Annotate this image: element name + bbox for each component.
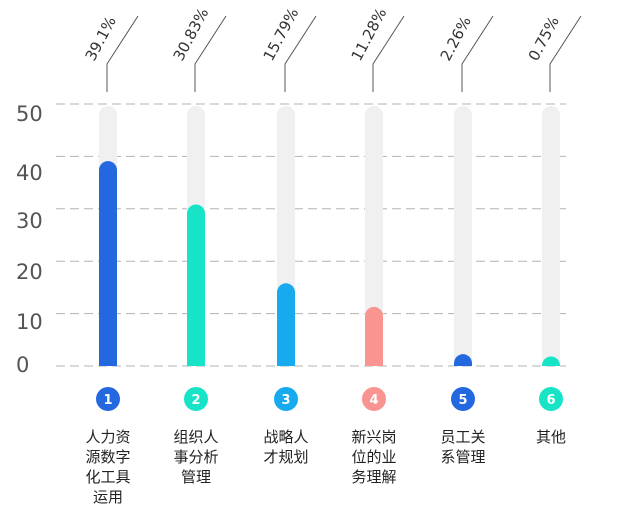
value-labels: 39.1% 30.83% 15.79% 11.28% 2.26% 0.75%: [82, 5, 582, 92]
category-label: 才规划: [263, 448, 308, 466]
bar: [365, 306, 383, 366]
value-label: 39.1%: [82, 13, 120, 64]
y-tick-label: 40: [16, 161, 43, 185]
category-badge-number: 3: [281, 393, 290, 408]
category-badge-number: 1: [103, 393, 112, 408]
category-label: 员工关: [440, 428, 485, 446]
y-tick-label: 0: [16, 353, 29, 377]
leader-line: [106, 15, 139, 92]
gridlines: [56, 103, 566, 367]
category-badge: [96, 387, 120, 411]
category-badge-number: 6: [546, 393, 555, 408]
category-label: 系管理: [440, 448, 485, 466]
category-label: 战略人: [263, 428, 308, 446]
category-label: 运用: [93, 488, 123, 506]
category-label: 源数字: [85, 448, 130, 466]
bars: [99, 106, 560, 366]
leader-line: [194, 15, 227, 92]
category-label: 事分析: [173, 448, 218, 466]
bar: [187, 204, 205, 366]
y-tick-label: 10: [16, 310, 43, 334]
category-label: 管理: [181, 468, 211, 486]
category-badge: [362, 387, 386, 411]
category-badge-number: 2: [191, 393, 200, 408]
category-badge: [451, 387, 475, 411]
bar: [542, 356, 560, 366]
category-badge: [539, 387, 563, 411]
bar: [454, 354, 472, 366]
category-label: 务理解: [351, 468, 396, 486]
leader-line: [461, 15, 494, 92]
category-label: 组织人: [173, 428, 218, 446]
category-badge: [184, 387, 208, 411]
value-label: 2.26%: [437, 13, 475, 64]
leader-line: [549, 15, 582, 92]
y-tick-label: 20: [16, 260, 43, 284]
category-badge-number: 5: [458, 393, 467, 408]
category-label: 化工具: [85, 468, 130, 486]
leader-line: [284, 15, 317, 92]
bar-track: [542, 106, 560, 366]
value-label: 11.28%: [348, 5, 391, 64]
bar: [99, 161, 117, 366]
y-axis-ticks: 0 10 20 30 40 50: [16, 102, 43, 377]
category-badge: [274, 387, 298, 411]
category-label: 人力资: [85, 428, 130, 446]
bar-track: [365, 106, 383, 366]
bar: [277, 283, 295, 366]
y-tick-label: 50: [16, 102, 43, 126]
category-badge-number: 4: [369, 393, 378, 408]
category-label: 新兴岗: [351, 428, 396, 446]
category-label: 位的业: [351, 448, 396, 466]
bar-track: [454, 106, 472, 366]
value-label: 30.83%: [170, 5, 213, 64]
y-tick-label: 30: [16, 209, 43, 233]
value-label: 15.79%: [260, 5, 303, 64]
category-label: 其他: [536, 428, 566, 446]
leader-line: [372, 15, 405, 92]
value-label: 0.75%: [525, 13, 563, 64]
